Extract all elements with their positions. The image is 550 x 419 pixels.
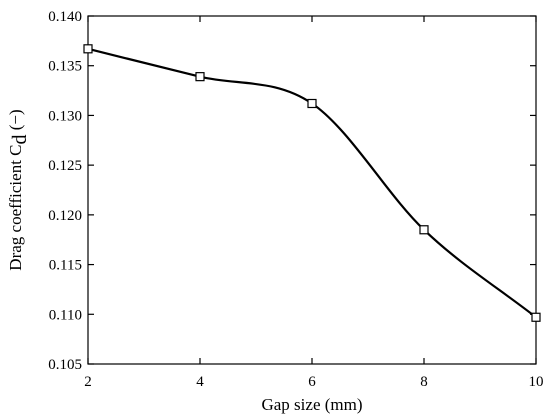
y-tick-label-7: 0.140 xyxy=(48,9,82,25)
axis-ticks xyxy=(87,15,537,365)
x-tick-label-1: 4 xyxy=(196,374,204,390)
plot-frame xyxy=(87,15,537,365)
series-line xyxy=(87,47,537,319)
data-point-1 xyxy=(195,72,205,82)
data-point-3 xyxy=(419,225,429,235)
y-axis-title-subscript: d xyxy=(9,134,31,144)
y-tick-label-6: 0.135 xyxy=(48,59,82,75)
y-tick-label-1: 0.110 xyxy=(49,307,82,323)
series-markers xyxy=(83,44,541,322)
y-tick-label-3: 0.120 xyxy=(48,208,82,224)
x-tick-label-2: 6 xyxy=(308,374,316,390)
y-tick-label-2: 0.115 xyxy=(49,258,82,274)
x-tick-label-4: 10 xyxy=(529,374,544,390)
y-axis-title-unit: (−) xyxy=(6,109,25,134)
y-tick-label-0: 0.105 xyxy=(48,357,82,373)
data-point-2 xyxy=(307,98,317,109)
y-axis-title: Drag coefficient Cd (−) xyxy=(6,109,31,270)
y-tick-label-4: 0.125 xyxy=(48,158,82,174)
y-tick-label-5: 0.130 xyxy=(48,108,82,124)
x-tick-label-0: 2 xyxy=(84,374,92,390)
axis-tick-labels: 2 4 6 8 10 0.105 0.110 0.115 0.120 0.125 0.130 0.13… xyxy=(48,9,543,390)
y-axis-title-main: Drag coefficient C xyxy=(6,144,25,270)
x-axis-title: Gap size (mm) xyxy=(261,395,362,414)
data-point-4 xyxy=(531,312,541,322)
x-tick-label-3: 8 xyxy=(420,374,428,390)
data-point-0 xyxy=(83,44,93,54)
